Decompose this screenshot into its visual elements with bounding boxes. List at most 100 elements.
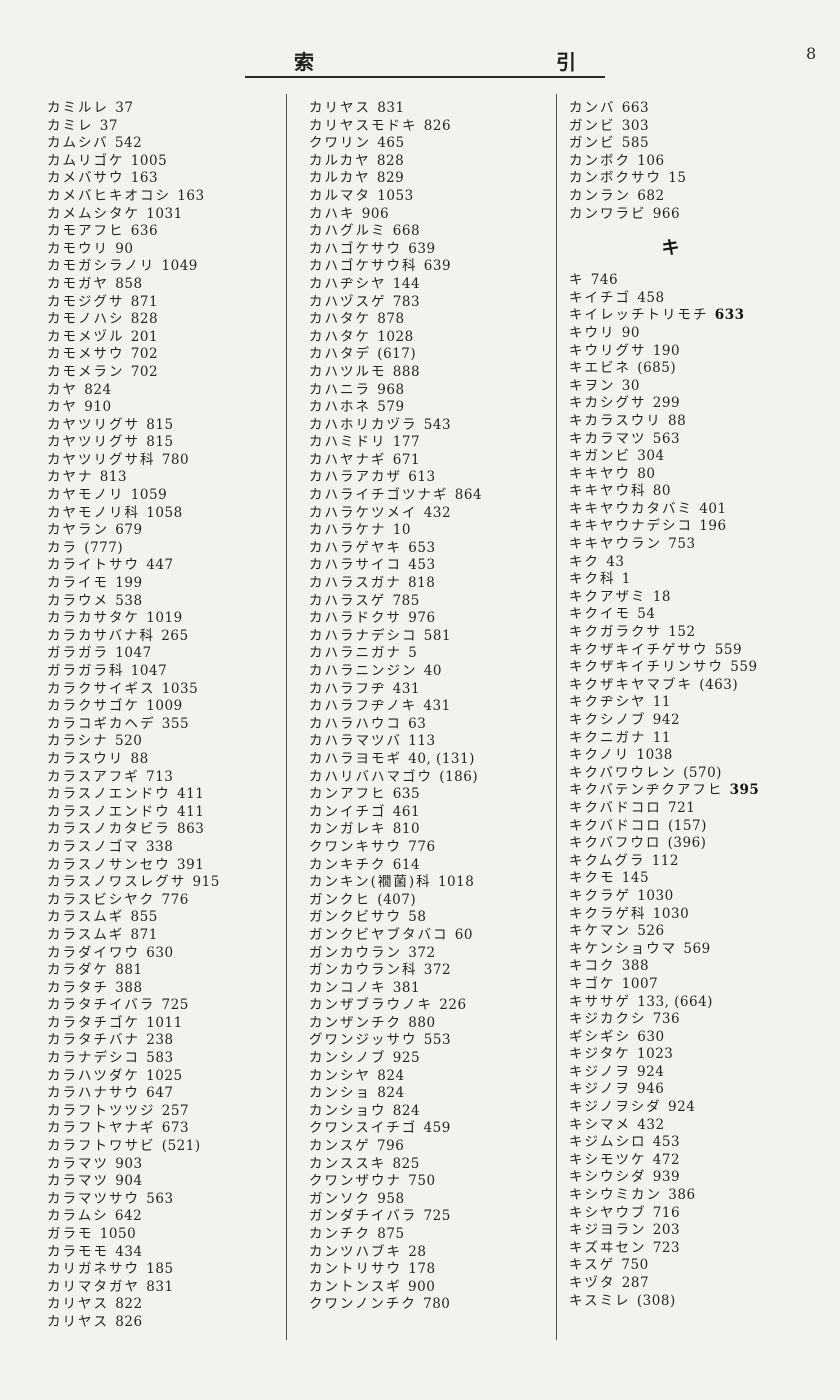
index-entry: カラスウリ 88	[47, 751, 279, 769]
entry-page-number: 54	[637, 606, 656, 623]
entry-name: カヤモノリ	[47, 487, 125, 504]
entry-name: カラスノサンセウ	[47, 856, 171, 873]
entry-page-number: 966	[652, 205, 681, 222]
entry-name: キジヨラン	[569, 1222, 647, 1239]
entry-page-number: 381	[392, 979, 421, 996]
entry-name: カヤ	[47, 399, 78, 416]
index-entry: カラフトワサビ (521)	[47, 1138, 279, 1156]
entry-name: カハタデ	[309, 346, 371, 363]
index-entry: カハタケ 1028	[309, 329, 549, 347]
entry-page-number: 900	[408, 1278, 436, 1295]
entry-page-number: 668	[392, 223, 421, 240]
entry-name: カラシナ	[47, 733, 109, 750]
entry-name: キキヤウカタバミ	[569, 500, 693, 517]
entry-page-number: 583	[146, 1050, 174, 1067]
index-entry: カンショ 824	[309, 1085, 549, 1103]
entry-name: カモメサウ	[47, 346, 125, 363]
index-entry: カライモ 199	[47, 575, 279, 593]
entry-name: カラ	[47, 539, 78, 556]
entry-page-number: 190	[652, 342, 681, 359]
entry-page-number: 746	[590, 272, 619, 289]
index-entry: カリガネサウ 185	[47, 1261, 279, 1279]
index-entry: カヤツリグサ科 780	[47, 452, 279, 470]
entry-page-number: 831	[377, 100, 405, 116]
entry-name: キササゲ	[569, 993, 631, 1010]
entry-page-number: 924	[668, 1099, 696, 1116]
entry-page-number: 58	[408, 909, 427, 926]
entry-page-number: 826	[423, 117, 452, 134]
entry-page-number: 1009	[146, 698, 183, 715]
index-entry: キカラスウリ 88	[569, 413, 833, 431]
entry-page-number: 112	[651, 852, 679, 869]
entry-name: カラフトワサビ	[47, 1138, 156, 1155]
index-entry: キヲン 30	[569, 378, 833, 396]
entry-name: キスミレ	[569, 1292, 631, 1309]
index-entry: カラスビシヤク 776	[47, 892, 279, 910]
entry-page-number: 80	[637, 465, 656, 482]
index-entry: カムシバ 542	[47, 135, 279, 153]
entry-name: カラナデシコ	[47, 1050, 140, 1067]
index-entry: キコク 388	[569, 958, 833, 976]
entry-page-number: 299	[652, 395, 681, 412]
index-entry: カハラヨモギ 40, (131)	[309, 751, 549, 769]
index-entry: カハラスゲ 785	[309, 593, 549, 611]
entry-name: カラフトツツジ	[47, 1102, 156, 1119]
entry-page-number: 177	[392, 434, 421, 451]
entry-page-number: 579	[377, 399, 405, 416]
entry-name: キシウミカン	[569, 1187, 662, 1204]
entry-name: カハキ	[309, 205, 356, 222]
entry-page-number: 447	[146, 557, 174, 574]
entry-name: カンショウ	[309, 1102, 387, 1119]
index-entry: カラシナ 520	[47, 733, 279, 751]
entry-name: カリガネサウ	[47, 1261, 140, 1278]
entry-name: キクヂシヤ	[569, 694, 647, 711]
index-entry: カハゴケサウ 639	[309, 241, 549, 259]
entry-page-number: 785	[392, 592, 420, 609]
entry-page-number: 614	[392, 856, 421, 873]
entry-page-number: 585	[621, 135, 650, 152]
entry-page-number: 355	[161, 715, 190, 732]
entry-name: カヤモノリ科	[47, 504, 140, 521]
index-entry: キシモツケ 472	[569, 1152, 833, 1170]
entry-name: カハタケ	[309, 328, 371, 345]
index-entry: カモガヤ 858	[47, 276, 279, 294]
entry-name: キクガラクサ	[569, 624, 662, 641]
entry-name: カハラサイコ	[309, 557, 402, 574]
entry-page-number: 639	[408, 240, 436, 257]
entry-name: カントンスギ	[309, 1278, 402, 1295]
entry-name: カモガヤ	[47, 275, 109, 292]
entry-name: カラスノカタビラ	[47, 821, 171, 838]
index-entry: カンススキ 825	[309, 1156, 549, 1174]
entry-page-number: 11	[652, 729, 671, 746]
entry-page-number: 888	[392, 363, 421, 380]
entry-name: カラハナサウ	[47, 1085, 140, 1102]
index-entry: カヤモノリ 1059	[47, 487, 279, 505]
entry-name: キクイモ	[569, 606, 631, 623]
entry-page-number: 903	[115, 1155, 143, 1172]
entry-name: カンガレキ	[309, 821, 387, 838]
index-entry: カモメサウ 702	[47, 346, 279, 364]
entry-page-number: 401	[699, 500, 727, 517]
entry-name: カンショ	[309, 1085, 371, 1102]
entry-page-number: 257	[161, 1102, 190, 1119]
entry-page-number: 559	[730, 659, 758, 676]
entry-name: キクラゲ	[569, 887, 631, 904]
entry-page-number: 431	[423, 698, 451, 715]
index-entry: カラスノサンセウ 391	[47, 857, 279, 875]
index-entry: カンワラビ 966	[569, 206, 833, 224]
entry-name: カヤツリグサ	[47, 434, 140, 451]
entry-name: クワンスイチゴ	[309, 1120, 418, 1137]
index-entry: カンツハブキ 28	[309, 1244, 549, 1262]
index-entry: キキヤウ 80	[569, 466, 833, 484]
entry-name: カヤナ	[47, 469, 94, 486]
entry-name: キジカクシ	[569, 1011, 647, 1028]
index-entry: ガラモ 1050	[47, 1226, 279, 1244]
entry-name: カリマタガヤ	[47, 1278, 140, 1295]
index-entry: キズヰセン 723	[569, 1240, 833, 1258]
entry-name: キスゲ	[569, 1257, 616, 1274]
index-entry: キシウミカン 386	[569, 1187, 833, 1205]
entry-name: ガンクビサウ	[309, 909, 402, 926]
index-entry: カハラサイコ 453	[309, 557, 549, 575]
entry-page-number: 818	[408, 575, 436, 592]
index-entry: クワンノンチク 780	[309, 1296, 549, 1314]
